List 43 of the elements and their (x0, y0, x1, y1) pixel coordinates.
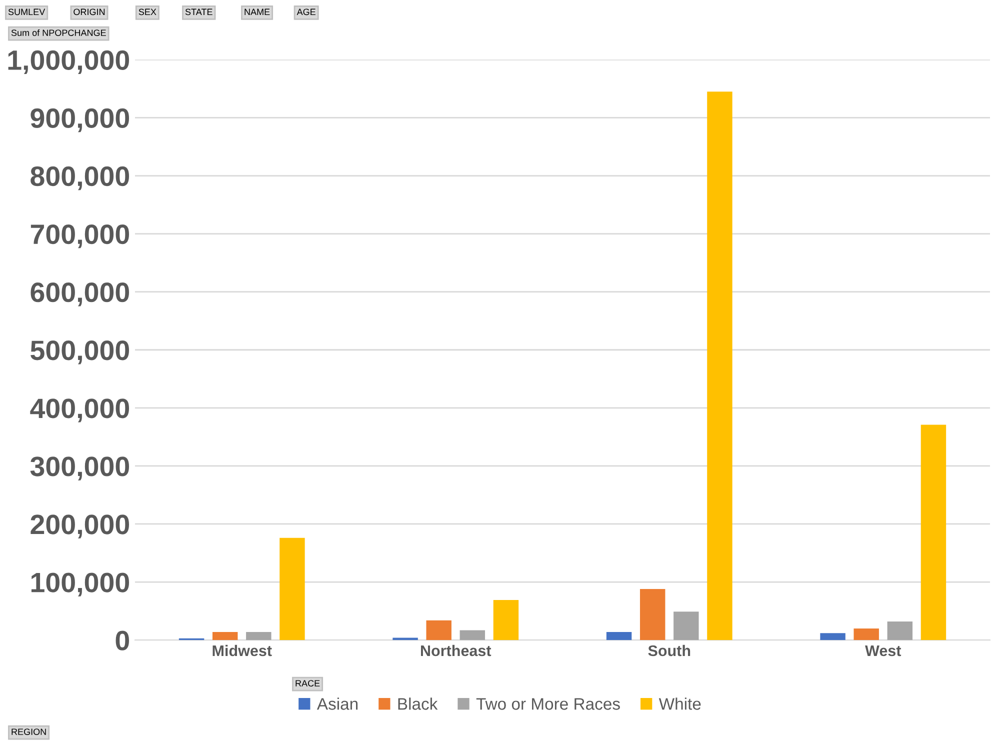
bar (392, 638, 418, 640)
y-tick-label: 100,000 (31, 572, 130, 596)
bar (640, 588, 666, 640)
x-tick-label: West (865, 645, 902, 656)
y-tick-label: 700,000 (30, 224, 130, 248)
text: Sum of NPOPCHANGE (11, 29, 106, 36)
bar (280, 538, 305, 640)
y-tick-label: 200,000 (30, 514, 130, 538)
text: SUMLEV (8, 8, 46, 16)
text: ORIGIN (74, 8, 105, 16)
x-tick-label: Midwest (212, 644, 272, 656)
text: REGION (12, 728, 46, 735)
y-tick-label: 500,000 (30, 340, 130, 364)
bar (887, 621, 913, 640)
text: AGE (296, 8, 316, 16)
bar (460, 630, 486, 640)
bar (854, 628, 879, 640)
y-tick-label: 1,000,000 (8, 50, 130, 74)
bar (426, 620, 452, 640)
legend-label: Asian (316, 698, 358, 710)
bar (212, 632, 238, 640)
y-tick-label: 800,000 (30, 166, 130, 190)
bar (674, 612, 699, 640)
bar (246, 632, 272, 640)
x-tick-label: Northeast (420, 644, 492, 656)
text: STATE (185, 8, 212, 16)
y-tick-label: 400,000 (30, 398, 130, 422)
bar (707, 92, 732, 640)
bar (606, 632, 632, 640)
text: NAME (244, 8, 270, 16)
y-tick-label: 300,000 (30, 456, 130, 480)
y-tick-label: 900,000 (30, 108, 130, 132)
bar (493, 600, 519, 640)
x-tick-label: South (648, 644, 690, 656)
bar (920, 424, 946, 640)
legend-title: RACE (296, 680, 320, 687)
y-tick-label: 0 (116, 630, 129, 650)
legend-label: Two or More Races (476, 698, 620, 710)
y-tick-label: 600,000 (30, 282, 130, 306)
legend-label: Black (398, 698, 438, 710)
bar (820, 633, 846, 640)
legend-label: White (658, 698, 701, 710)
text: SEX (138, 8, 156, 16)
